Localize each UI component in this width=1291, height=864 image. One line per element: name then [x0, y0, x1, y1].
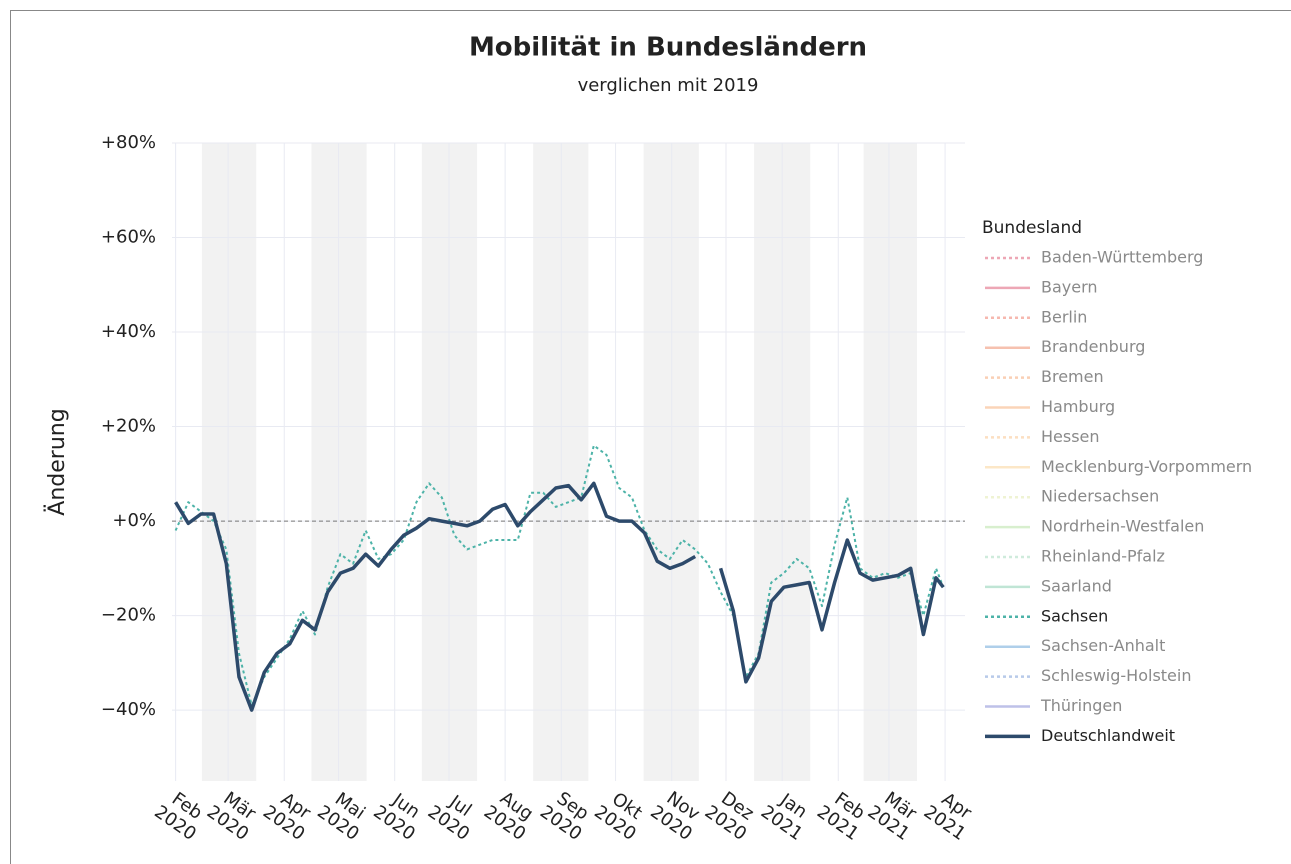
legend-label[interactable]: Hamburg — [1041, 397, 1115, 416]
y-tick-label: +80% — [101, 132, 156, 153]
legend-label[interactable]: Sachsen-Anhalt — [1041, 636, 1165, 655]
chart-title: Mobilität in Bundesländern — [469, 33, 867, 63]
legend-label[interactable]: Brandenburg — [1041, 337, 1145, 356]
legend-label[interactable]: Niedersachsen — [1041, 487, 1159, 506]
legend-label[interactable]: Berlin — [1041, 307, 1087, 326]
chart-subtitle: verglichen mit 2019 — [578, 75, 759, 96]
legend-label[interactable]: Hessen — [1041, 427, 1100, 446]
y-tick-label: +40% — [101, 321, 156, 342]
series-line — [174, 481, 945, 712]
legend-label[interactable]: Bremen — [1041, 367, 1104, 386]
y-tick-label: +0% — [112, 510, 156, 531]
legend-label[interactable]: Sachsen — [1041, 606, 1108, 625]
y-tick-label: +60% — [101, 227, 156, 248]
y-tick-label: −20% — [101, 605, 156, 626]
legend-label[interactable]: Baden-Württemberg — [1041, 248, 1203, 267]
month-band — [863, 143, 918, 781]
legend-label[interactable]: Schleswig-Holstein — [1041, 666, 1191, 685]
legend-label[interactable]: Thüringen — [1040, 696, 1122, 715]
legend-label[interactable]: Nordrhein-Westfalen — [1041, 517, 1204, 536]
series-line — [174, 444, 945, 707]
y-tick-label: +20% — [101, 416, 156, 437]
legend-label[interactable]: Rheinland-Pfalz — [1041, 547, 1165, 566]
legend-title: Bundesland — [982, 218, 1082, 238]
y-tick-label: −40% — [101, 699, 156, 720]
legend-label[interactable]: Mecklenburg-Vorpommern — [1041, 457, 1252, 476]
legend-label[interactable]: Bayern — [1041, 277, 1098, 296]
legend-label[interactable]: Deutschlandweit — [1041, 726, 1175, 745]
legend-label[interactable]: Saarland — [1041, 576, 1112, 595]
month-band — [201, 143, 257, 781]
y-axis-title: Änderung — [44, 408, 70, 515]
